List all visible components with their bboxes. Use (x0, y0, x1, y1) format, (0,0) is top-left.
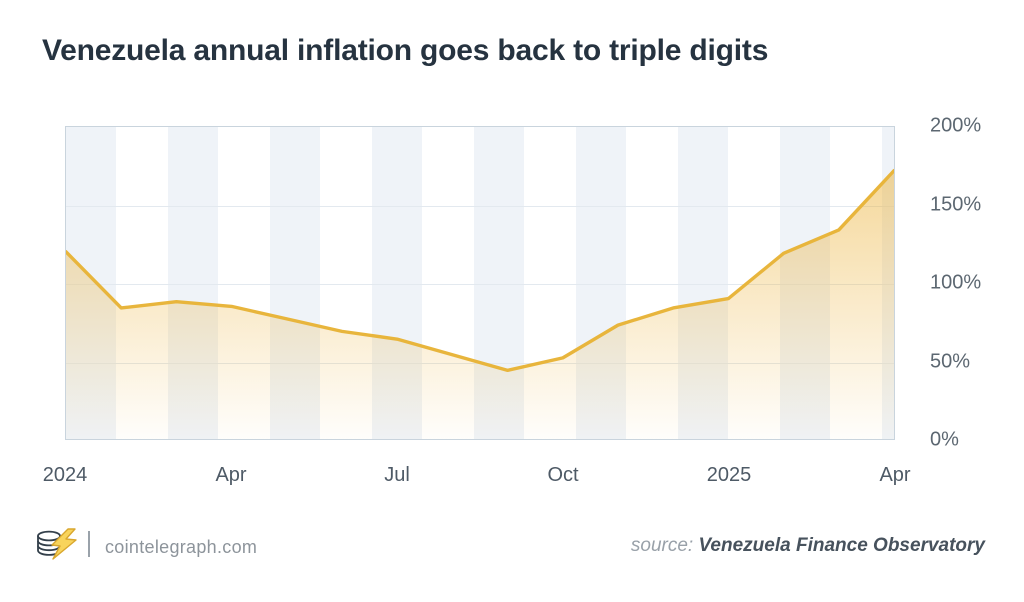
inflation-area-fill (66, 170, 894, 439)
y-tick-label-100: 100% (930, 271, 982, 294)
x-tick-label-apr-15: Apr (879, 464, 911, 486)
x-tick-label-2024-0: 2024 (42, 464, 88, 486)
inflation-line (66, 168, 894, 373)
source-credit: source: Venezuela Finance Observatory (631, 535, 985, 557)
x-tick-label-jul-6: Jul (384, 464, 410, 486)
y-tick-label-150: 150% (930, 193, 982, 215)
source-label: source: (630, 535, 699, 556)
cointelegraph-logo-icon (37, 528, 77, 560)
x-tick-label-apr-3: Apr (215, 464, 247, 486)
brand-url: cointelegraph.com (105, 537, 258, 557)
inflation-area-chart (66, 168, 894, 439)
gridline-100 (66, 284, 894, 285)
x-tick-label-2025-12: 2025 (706, 464, 752, 486)
x-tick-label-oct-9: Oct (547, 464, 579, 486)
plot-area (65, 126, 895, 440)
source-value: Venezuela Finance Observatory (698, 535, 985, 556)
y-tick-label-0: 0% (930, 428, 959, 451)
gridline-150 (66, 205, 894, 207)
y-tick-label-200: 200% (930, 114, 982, 137)
y-tick-label-50: 50% (930, 350, 971, 372)
footer-divider (88, 531, 90, 557)
page-title: Venezuela annual inflation goes back to … (42, 34, 769, 67)
